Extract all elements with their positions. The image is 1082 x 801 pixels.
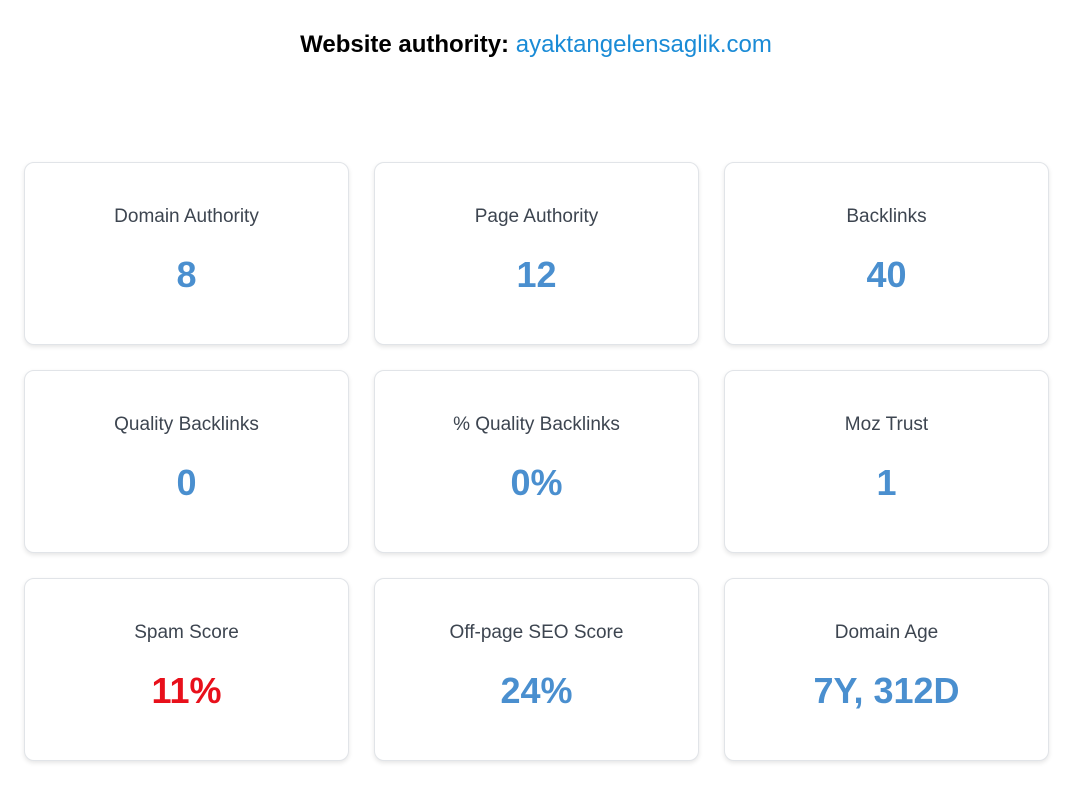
quality-backlinks-card: Quality Backlinks 0 — [24, 370, 349, 553]
page-authority-value: 12 — [516, 254, 557, 295]
spam-score-value: 11% — [151, 670, 222, 711]
off-page-seo-score-card: Off-page SEO Score 24% — [374, 578, 699, 761]
backlinks-label: Backlinks — [846, 206, 927, 227]
domain-authority-value: 8 — [176, 254, 197, 295]
page-authority-label: Page Authority — [474, 206, 599, 227]
moz-trust-value: 1 — [876, 462, 897, 503]
title-label: Website authority: — [300, 31, 510, 58]
metrics-grid: Domain Authority 8 Page Authority 12 Bac… — [24, 162, 1049, 761]
quality-backlinks-label: Quality Backlinks — [114, 414, 259, 435]
domain-age-value: 7Y, 312D — [813, 670, 960, 711]
spam-score-label: Spam Score — [134, 622, 239, 643]
domain-age-label: Domain Age — [834, 622, 939, 643]
off-page-seo-score-label: Off-page SEO Score — [449, 622, 624, 643]
domain-age-card: Domain Age 7Y, 312D — [724, 578, 1049, 761]
moz-trust-card: Moz Trust 1 — [724, 370, 1049, 553]
domain-authority-label: Domain Authority — [114, 206, 259, 227]
percent-quality-backlinks-card: % Quality Backlinks 0% — [374, 370, 699, 553]
percent-quality-backlinks-value: 0% — [510, 462, 563, 503]
backlinks-card: Backlinks 40 — [724, 162, 1049, 345]
page-title: Website authority: ayaktangelensaglik.co… — [0, 30, 1072, 60]
quality-backlinks-value: 0 — [176, 462, 197, 503]
moz-trust-label: Moz Trust — [844, 414, 929, 435]
domain-link[interactable]: ayaktangelensaglik.com — [515, 31, 772, 58]
domain-authority-card: Domain Authority 8 — [24, 162, 349, 345]
page-authority-card: Page Authority 12 — [374, 162, 699, 345]
percent-quality-backlinks-label: % Quality Backlinks — [453, 414, 620, 435]
spam-score-card: Spam Score 11% — [24, 578, 349, 761]
backlinks-value: 40 — [866, 254, 907, 295]
off-page-seo-score-value: 24% — [500, 670, 573, 711]
